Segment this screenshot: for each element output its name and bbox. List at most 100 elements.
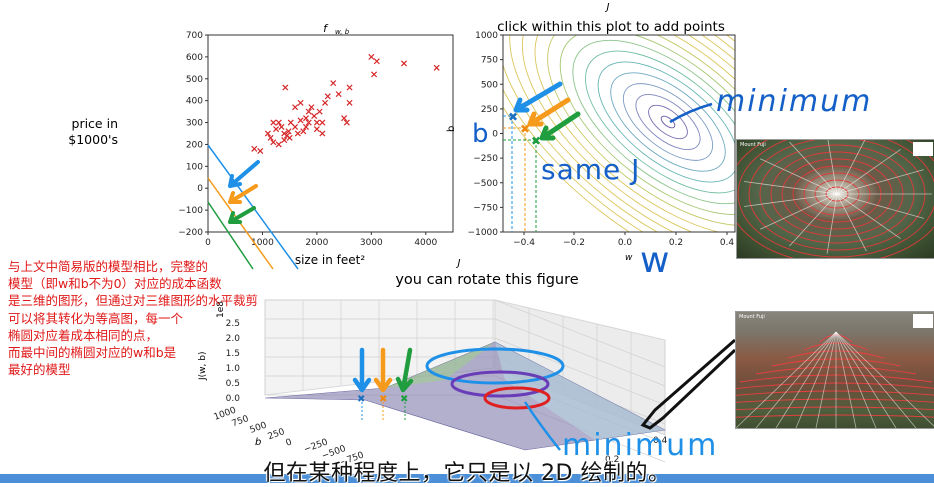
surface-z-tick-label: 2.0 [226, 334, 241, 344]
data-point [275, 141, 282, 148]
scatter-title-sub: w, b [335, 28, 350, 36]
contour-ylabel: b [446, 126, 457, 132]
surface-marker-blue: ✖ [357, 394, 365, 405]
scatter-x-tick-label: 4000 [414, 238, 437, 248]
contour-ring [572, 39, 735, 205]
data-point [346, 84, 353, 91]
scatter-y-tick-label: 500 [186, 75, 203, 85]
photo-ridge-line [836, 193, 867, 252]
photo-top-legend [913, 142, 933, 156]
data-point [264, 130, 271, 137]
surface-w-tick-label: 0.4 [653, 436, 668, 446]
photo-contour-line [736, 390, 934, 396]
video-subtitle: 但在某种程度上，它只是以 2D 绘制的。 [263, 461, 671, 486]
data-point [368, 53, 375, 60]
contour-x-tick-label: 0.0 [618, 238, 633, 248]
annotation-b: b [472, 119, 489, 149]
contour-y-tick-label: −500 [473, 179, 498, 189]
contour-ring [622, 83, 714, 161]
data-point [297, 117, 304, 124]
data-point [267, 134, 274, 141]
photo-contour-line [736, 382, 934, 390]
photo-ridge-line [835, 331, 877, 428]
mountain-contours-bottom [736, 331, 934, 428]
photo-ridge-line [755, 331, 837, 428]
photo-contour-line [736, 406, 934, 411]
note-line: 与上文中简易版的模型相比，完整的 [8, 259, 209, 274]
surface-minimum-pointer [523, 401, 561, 451]
surface-b-tick-label: 500 [249, 420, 269, 435]
surface-z-tick-label: 0.5 [226, 379, 240, 389]
scatter-xlabel: size in feet² [295, 253, 366, 267]
contour-ring [597, 61, 735, 183]
photo-ridge-line [744, 193, 838, 207]
data-point [282, 84, 289, 91]
contour-ring [509, 35, 735, 232]
contour-ring [660, 115, 676, 129]
contour-ring [635, 94, 701, 150]
scatter-y-tick-label: 400 [186, 97, 203, 107]
data-point [292, 104, 299, 111]
contour-title: J [605, 2, 610, 13]
photo-ridge-line [744, 181, 838, 195]
contour-ring [503, 35, 735, 232]
arrow-blue-2 [513, 81, 563, 113]
data-point [278, 123, 285, 130]
data-points [251, 53, 440, 155]
scatter-x-tick-label: 2000 [305, 238, 328, 248]
data-point [286, 134, 293, 141]
data-point [400, 60, 408, 67]
model-line-green [207, 201, 254, 270]
data-point [275, 119, 282, 126]
scatter-x-tick-label: 0 [205, 238, 211, 248]
data-point [270, 119, 277, 126]
surface-b-tick-label: 250 [267, 427, 287, 442]
photo-contour-line [736, 398, 934, 403]
contour-markers: ✖ ✖ ✖ b [472, 81, 713, 232]
contour-ring [610, 72, 726, 172]
arrow-blue-3 [352, 347, 372, 393]
mountain-photo-bottom: Mount Fuji [735, 311, 934, 429]
contour-y-tick-label: −250 [473, 154, 498, 164]
note-line: 是三维的图形，但通过对三维图形的水平裁剪 [8, 293, 259, 309]
contour-y-tick-label: 500 [481, 80, 498, 90]
scatter-y-tick-label: 200 [186, 140, 203, 150]
arrow-green-2 [539, 111, 581, 141]
scatter-y-tick-label: 300 [186, 119, 203, 129]
contour-y-ticks: 1000 750 500 250 0 −250 −500 −750 −1000 [468, 31, 503, 238]
minimum-pointer [669, 102, 713, 124]
surface-zlabel: J(w, b) [198, 352, 208, 381]
photo-ridge-line [736, 331, 837, 428]
contour-ring [585, 50, 735, 194]
data-point [302, 115, 310, 122]
surface-marker-green: ✖ [400, 394, 408, 405]
surface-z-exp: 1e8 [216, 301, 226, 318]
scatter-y-tick-label: 700 [186, 31, 203, 41]
photo-ridge-line [759, 158, 838, 195]
photo-ridge-line [835, 331, 897, 428]
scatter-y-tick-label: 0 [197, 184, 203, 194]
photo-top-caption: Mount Fuji [740, 142, 766, 148]
surface-mesh-green [385, 342, 495, 388]
surface-grid-line [494, 318, 666, 387]
photo-ridge-line [815, 331, 837, 428]
data-point [273, 126, 280, 133]
data-point [305, 108, 312, 115]
note-line: 椭圆对应着成本相同的点， [8, 327, 159, 343]
arrow-orange-3 [373, 347, 393, 393]
data-point [324, 93, 331, 100]
data-point [322, 99, 329, 106]
data-point [371, 71, 378, 78]
surface-z-tick-label: 1.0 [226, 364, 241, 374]
contour-ring [503, 35, 735, 232]
scatter-ylabel-line2: $1000's [68, 132, 118, 147]
contour-rings [503, 35, 735, 232]
contour-y-tick-label: 0 [492, 130, 498, 140]
data-point [335, 91, 342, 98]
data-point [319, 130, 326, 137]
surface-z-tick-label: 1.5 [226, 349, 240, 359]
data-point [316, 108, 323, 115]
scatter-ylabel-line1: price in [71, 116, 118, 131]
contour-y-tick-label: −1000 [468, 228, 499, 238]
